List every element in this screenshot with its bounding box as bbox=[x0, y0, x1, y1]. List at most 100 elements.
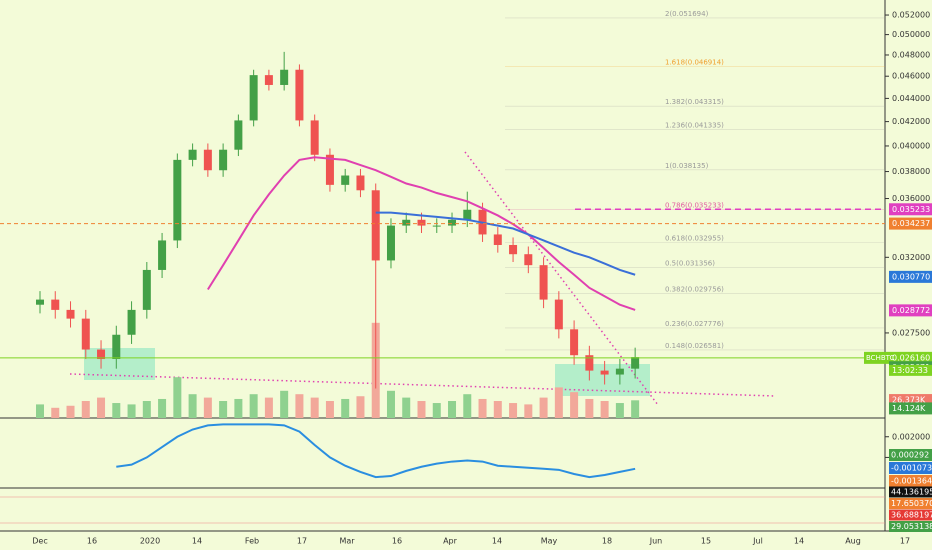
y-tick-label: 0.027500 bbox=[892, 328, 930, 337]
y-tick-label: 0.046000 bbox=[892, 72, 930, 81]
volume-bar bbox=[127, 404, 136, 418]
x-tick-label: 17 bbox=[900, 537, 910, 546]
volume-bar bbox=[539, 397, 548, 418]
fib-label: 0.382(0.029756) bbox=[665, 286, 724, 294]
volume-bar bbox=[66, 405, 75, 418]
x-tick-label: Apr bbox=[443, 537, 458, 546]
y-tick-label: 0.042000 bbox=[892, 117, 930, 126]
volume-bar bbox=[570, 392, 579, 418]
x-tick-label: 15 bbox=[701, 537, 711, 546]
volume-bar bbox=[249, 394, 258, 418]
x-tick-label: 16 bbox=[87, 537, 97, 546]
volume-bar bbox=[386, 390, 395, 418]
price-badge-label: 0.026160 bbox=[892, 353, 930, 362]
volume-bar bbox=[219, 401, 228, 418]
volume-bar bbox=[356, 396, 365, 418]
x-tick-label: 16 bbox=[392, 537, 402, 546]
price-badge bbox=[889, 351, 932, 364]
volume-badge bbox=[889, 402, 932, 415]
candle-body bbox=[51, 299, 60, 310]
volume-bar bbox=[112, 403, 121, 418]
fib-label: 1.618(0.046914) bbox=[665, 58, 724, 66]
price-badge bbox=[889, 270, 932, 283]
volume-bar bbox=[448, 401, 457, 418]
fib-label: 1.236(0.041335) bbox=[665, 122, 724, 130]
moving-average bbox=[207, 156, 636, 311]
y-tick-label: 0.038000 bbox=[892, 167, 930, 176]
candle-body bbox=[600, 370, 609, 375]
volume-bar bbox=[478, 398, 487, 418]
candle-body bbox=[402, 219, 411, 226]
price-badge-label: 0.028772 bbox=[892, 306, 930, 315]
rsi-badge bbox=[889, 486, 932, 498]
y-tick-label: 0.048000 bbox=[892, 50, 930, 59]
rsi-badge-label: 17.650370 bbox=[891, 499, 932, 508]
volume-bar bbox=[264, 397, 273, 418]
volume-bar bbox=[341, 398, 350, 418]
candle-body bbox=[188, 149, 197, 160]
rsi-badge-label: 29.053138 bbox=[891, 522, 932, 531]
price-badge-label: 0.030770 bbox=[892, 272, 930, 281]
candle-body bbox=[448, 219, 457, 226]
fib-label: 0.148(0.026581) bbox=[665, 342, 724, 350]
rsi-badge bbox=[889, 498, 932, 509]
candle-body bbox=[173, 159, 182, 241]
x-tick-label: May bbox=[541, 537, 558, 546]
volume-bar bbox=[97, 397, 106, 418]
price-badge bbox=[889, 203, 932, 216]
candle-body bbox=[234, 120, 243, 150]
volume-bar bbox=[417, 401, 426, 418]
volume-bar bbox=[600, 401, 609, 418]
candle-body bbox=[509, 244, 518, 255]
x-tick-label: 14 bbox=[492, 537, 502, 546]
plot-layer: 0.052000 0.050000 0.048000 0.046000 0.044000… bbox=[0, 10, 932, 546]
candle-body bbox=[432, 225, 441, 227]
volume-bar bbox=[631, 400, 640, 418]
x-tick-label: 18 bbox=[602, 537, 612, 546]
volume-bar bbox=[554, 387, 563, 418]
x-tick-label: Dec bbox=[32, 537, 47, 546]
x-tick-label: Jun bbox=[649, 537, 663, 546]
candle-body bbox=[371, 190, 380, 261]
price-badge-label: 0.034237 bbox=[892, 219, 930, 228]
candle-body bbox=[280, 69, 289, 85]
volume-badge-label: 26.373K bbox=[892, 396, 926, 405]
candle-body bbox=[142, 269, 151, 310]
candle-body bbox=[81, 318, 90, 350]
candle-body bbox=[295, 69, 304, 121]
moving-average bbox=[375, 211, 636, 276]
x-tick-label: 2020 bbox=[140, 537, 160, 546]
volume-bar bbox=[280, 390, 289, 418]
fib-label: 1.382(0.043315) bbox=[665, 98, 724, 106]
symbol-label: BCHBTC bbox=[866, 354, 894, 362]
volume-bar bbox=[524, 404, 533, 418]
candle-body bbox=[249, 75, 258, 121]
fib-label: 0.236(0.027776) bbox=[665, 320, 724, 328]
candle-body bbox=[112, 334, 121, 360]
macd-badge-label: -0.001073 bbox=[891, 464, 932, 473]
price-badge bbox=[889, 304, 932, 317]
candle-body bbox=[97, 349, 106, 360]
rsi-badge-label: 36.688197 bbox=[891, 511, 932, 520]
candle-body bbox=[127, 309, 136, 335]
volume-bar bbox=[51, 407, 60, 418]
trend-line bbox=[69, 373, 776, 397]
candle-body bbox=[417, 219, 426, 226]
volume-bar bbox=[509, 403, 518, 418]
candle-body bbox=[615, 368, 624, 375]
price-badge bbox=[889, 217, 932, 230]
rsi-badge bbox=[889, 509, 932, 521]
candle-body bbox=[341, 175, 350, 185]
volume-bar bbox=[234, 398, 243, 418]
y-tick-label: 0.050000 bbox=[892, 30, 930, 39]
candle-body bbox=[631, 357, 640, 369]
candle-body bbox=[554, 299, 563, 330]
candle-body bbox=[386, 225, 395, 261]
x-tick-label: 14 bbox=[794, 537, 804, 546]
fib-label: 0.786(0.035233) bbox=[665, 201, 724, 209]
x-tick-label: 17 bbox=[297, 537, 307, 546]
volume-bar bbox=[81, 401, 90, 418]
volume-bar bbox=[203, 397, 212, 418]
candle-body bbox=[264, 75, 273, 85]
